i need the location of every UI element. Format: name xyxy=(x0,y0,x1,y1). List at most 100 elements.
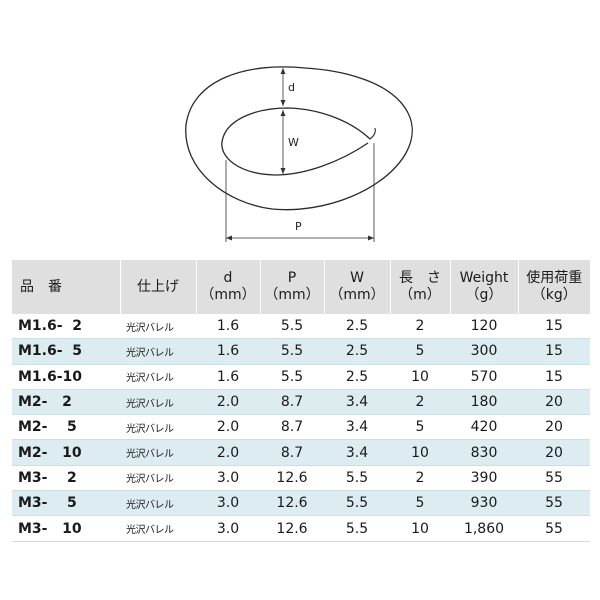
cell-product-code: M3- 10 xyxy=(12,515,120,542)
table-row: M2- 5 光沢バレル 2.0 8.7 3.4 5 420 20 xyxy=(12,414,590,441)
cell-w: 5.5 xyxy=(324,490,390,517)
table-row: M1.6- 5 光沢バレル 1.6 5.5 2.5 5 300 15 xyxy=(12,338,590,365)
cell-product-code: M2- 5 xyxy=(12,414,120,441)
cell-d: 3.0 xyxy=(196,515,260,542)
cell-weight: 300 xyxy=(450,338,518,365)
header-p: P （mm） xyxy=(259,260,324,314)
cell-weight: 120 xyxy=(450,314,518,340)
cell-d: 3.0 xyxy=(196,490,260,517)
cell-weight: 930 xyxy=(450,490,518,517)
dimension-p-label: P xyxy=(295,220,302,233)
dimension-w: W xyxy=(280,110,299,174)
cell-finish: 光沢バレル xyxy=(120,465,196,492)
cell-finish: 光沢バレル xyxy=(120,389,196,416)
cell-d: 1.6 xyxy=(196,364,260,390)
cell-length: 5 xyxy=(390,414,450,441)
table-row: M2- 10 光沢バレル 2.0 8.7 3.4 10 830 20 xyxy=(12,439,590,466)
cell-d: 2.0 xyxy=(196,414,260,441)
cell-working-load: 20 xyxy=(518,389,590,416)
cell-length: 2 xyxy=(390,465,450,492)
cell-p: 5.5 xyxy=(260,338,324,365)
cell-p: 12.6 xyxy=(260,490,324,517)
dimension-d-label: d xyxy=(288,81,295,94)
cell-length: 10 xyxy=(390,439,450,466)
cell-w: 3.4 xyxy=(324,414,390,441)
cell-working-load: 15 xyxy=(518,314,590,340)
cell-d: 2.0 xyxy=(196,389,260,416)
cell-p: 8.7 xyxy=(260,439,324,466)
cell-p: 8.7 xyxy=(260,389,324,416)
cell-length: 10 xyxy=(390,364,450,390)
cell-working-load: 20 xyxy=(518,414,590,441)
cell-finish: 光沢バレル xyxy=(120,364,196,390)
cell-length: 2 xyxy=(390,314,450,340)
dimension-p: P xyxy=(225,143,375,242)
thimble-inner-outline xyxy=(221,107,371,176)
cell-working-load: 55 xyxy=(518,515,590,542)
cell-finish: 光沢バレル xyxy=(120,414,196,441)
thimble-tail xyxy=(369,127,376,140)
dimension-w-label: W xyxy=(288,136,299,149)
header-finish: 仕上げ xyxy=(119,260,196,314)
cell-product-code: M2- 2 xyxy=(12,389,120,416)
cell-working-load: 55 xyxy=(518,490,590,517)
cell-product-code: M1.6-10 xyxy=(12,364,120,390)
cell-working-load: 20 xyxy=(518,439,590,466)
header-d: d （mm） xyxy=(195,260,260,314)
cell-weight: 180 xyxy=(450,389,518,416)
cell-product-code: M3- 2 xyxy=(12,465,120,492)
header-working-load: 使用荷重 （kg） xyxy=(517,260,590,314)
cell-working-load: 15 xyxy=(518,338,590,365)
table-row: M3- 2 光沢バレル 3.0 12.6 5.5 2 390 55 xyxy=(12,465,590,492)
table-row: M3- 5 光沢バレル 3.0 12.6 5.5 5 930 55 xyxy=(12,490,590,517)
table-row: M3- 10 光沢バレル 3.0 12.6 5.5 10 1,860 55 xyxy=(12,515,590,542)
cell-weight: 420 xyxy=(450,414,518,441)
cell-w: 2.5 xyxy=(324,364,390,390)
cell-w: 5.5 xyxy=(324,515,390,542)
cell-length: 2 xyxy=(390,389,450,416)
cell-length: 10 xyxy=(390,515,450,542)
header-length: 長 さ（m） xyxy=(389,260,450,314)
cell-d: 1.6 xyxy=(196,338,260,365)
cell-finish: 光沢バレル xyxy=(120,314,196,340)
cell-w: 3.4 xyxy=(324,439,390,466)
cell-product-code: M1.6- 2 xyxy=(12,314,120,340)
cell-weight: 570 xyxy=(450,364,518,390)
cell-finish: 光沢バレル xyxy=(120,515,196,542)
cell-length: 5 xyxy=(390,490,450,517)
table-row: M1.6-10 光沢バレル 1.6 5.5 2.5 10 570 15 xyxy=(12,364,590,390)
thimble-dimension-diagram: d W P xyxy=(185,66,413,242)
header-weight: Weight （g） xyxy=(449,260,518,314)
cell-weight: 830 xyxy=(450,439,518,466)
cell-p: 8.7 xyxy=(260,414,324,441)
cell-w: 2.5 xyxy=(324,338,390,365)
header-w: W （mm） xyxy=(323,260,390,314)
cell-working-load: 15 xyxy=(518,364,590,390)
thimble-outer-outline xyxy=(185,66,413,211)
cell-working-load: 55 xyxy=(518,465,590,492)
cell-w: 3.4 xyxy=(324,389,390,416)
cell-w: 5.5 xyxy=(324,465,390,492)
cell-product-code: M1.6- 5 xyxy=(12,338,120,365)
cell-p: 5.5 xyxy=(260,364,324,390)
cell-p: 5.5 xyxy=(260,314,324,340)
dimension-d: d xyxy=(280,68,295,106)
cell-length: 5 xyxy=(390,338,450,365)
cell-d: 1.6 xyxy=(196,314,260,340)
cell-finish: 光沢バレル xyxy=(120,338,196,365)
table-header-row: 品 番 仕上げ d （mm） P （mm） W （mm） 長 さ（m） Weight （… xyxy=(12,260,590,314)
cell-w: 2.5 xyxy=(324,314,390,340)
cell-finish: 光沢バレル xyxy=(120,490,196,517)
cell-product-code: M3- 5 xyxy=(12,490,120,517)
cell-finish: 光沢バレル xyxy=(120,439,196,466)
cell-product-code: M2- 10 xyxy=(12,439,120,466)
cell-d: 3.0 xyxy=(196,465,260,492)
cell-weight: 1,860 xyxy=(450,515,518,542)
spec-table: 品 番 仕上げ d （mm） P （mm） W （mm） 長 さ（m） Weight （… xyxy=(12,260,590,542)
cell-d: 2.0 xyxy=(196,439,260,466)
cell-weight: 390 xyxy=(450,465,518,492)
table-row: M2- 2 光沢バレル 2.0 8.7 3.4 2 180 20 xyxy=(12,389,590,416)
header-product-code: 品 番 xyxy=(12,260,120,314)
table-row: M1.6- 2 光沢バレル 1.6 5.5 2.5 2 120 15 xyxy=(12,314,590,340)
cell-p: 12.6 xyxy=(260,515,324,542)
